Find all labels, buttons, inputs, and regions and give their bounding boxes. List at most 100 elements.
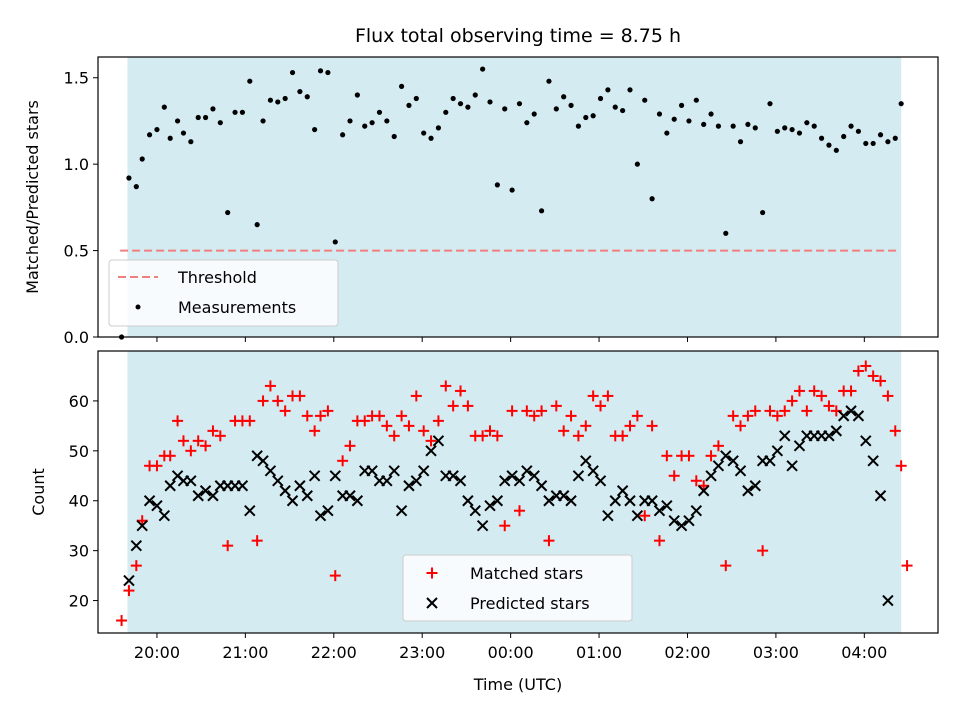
predicted-star-point xyxy=(823,430,835,442)
matched-star-point xyxy=(808,385,820,397)
bottom-axes-frame xyxy=(97,350,939,634)
predicted-star-point xyxy=(425,445,437,457)
measurement-point xyxy=(435,125,442,131)
measurement-point xyxy=(465,104,471,110)
predicted-star-point xyxy=(845,405,857,417)
predicted-star-point xyxy=(852,410,865,422)
matched-star-point xyxy=(602,390,614,402)
matched-star-point xyxy=(845,385,857,397)
measurement-point xyxy=(254,222,260,228)
measurement-point xyxy=(760,209,766,216)
matched-star-point xyxy=(661,450,673,462)
measurement-point xyxy=(818,135,825,141)
top-marks xyxy=(118,66,904,340)
predicted-star-point xyxy=(308,470,321,482)
predicted-star-point xyxy=(123,574,135,587)
measurement-point xyxy=(167,135,173,141)
matched-star-point xyxy=(192,435,204,447)
bottom-y-tick-label: 20 xyxy=(69,592,89,611)
predicted-star-point xyxy=(557,490,570,502)
predicted-star-point xyxy=(199,485,212,497)
measurement-point xyxy=(782,125,788,131)
matched-star-point xyxy=(177,435,189,447)
chart-title: Flux total observing time = 8.75 h xyxy=(355,25,681,47)
matched-star-point xyxy=(315,410,327,422)
measurement-point xyxy=(457,101,464,107)
matched-star-point xyxy=(646,420,658,432)
measurement-point xyxy=(282,95,288,102)
measurement-point xyxy=(863,140,869,147)
measurement-point xyxy=(154,126,160,133)
matched-star-point xyxy=(705,450,717,462)
bottom-marks xyxy=(116,360,913,627)
measurement-point xyxy=(531,111,537,117)
measurement-point xyxy=(494,182,500,188)
matched-star-point xyxy=(214,430,226,442)
predicted-star-point xyxy=(653,505,666,517)
predicted-star-point xyxy=(417,465,430,477)
measurement-point xyxy=(590,113,596,119)
matched-star-point xyxy=(690,475,702,487)
predicted-star-point xyxy=(264,465,277,477)
predicted-star-point xyxy=(720,450,732,462)
predicted-star-point xyxy=(874,490,887,502)
matched-star-point xyxy=(653,535,665,547)
matched-star-point xyxy=(595,400,607,412)
x-tick-label: 00:00 xyxy=(488,643,534,662)
predicted-star-point xyxy=(764,455,776,467)
predicted-star-point xyxy=(272,475,284,487)
predicted-star-point xyxy=(136,519,148,532)
measurement-point xyxy=(384,118,390,124)
measurement-point xyxy=(671,116,677,122)
matched-star-point xyxy=(901,560,913,572)
predicted-star-point xyxy=(521,465,533,477)
matched-star-point xyxy=(875,375,887,387)
predicted-star-point xyxy=(882,594,894,607)
predicted-star-point xyxy=(506,470,518,482)
matched-star-point xyxy=(294,390,306,402)
legend-matched-swatch xyxy=(426,567,438,579)
matched-star-point xyxy=(484,425,496,437)
predicted-star-point xyxy=(779,430,791,442)
predicted-star-point xyxy=(543,495,555,507)
predicted-star-point xyxy=(661,500,673,512)
matched-star-point xyxy=(359,415,371,427)
matched-star-point xyxy=(403,420,415,432)
predicted-star-point xyxy=(447,470,459,482)
predicted-star-point xyxy=(366,465,378,477)
measurement-point xyxy=(398,83,405,89)
measurement-point xyxy=(855,128,862,134)
measurement-point xyxy=(428,135,434,141)
predicted-star-point xyxy=(594,475,607,487)
predicted-star-point xyxy=(690,505,703,517)
matched-star-point xyxy=(742,410,754,422)
measurement-point xyxy=(502,106,508,112)
measurement-point xyxy=(693,97,699,103)
matched-star-point xyxy=(801,405,813,417)
predicted-star-point xyxy=(207,490,219,502)
measurement-point xyxy=(443,109,449,115)
matched-star-point xyxy=(337,455,349,467)
measurement-point xyxy=(553,106,559,112)
predicted-star-point xyxy=(395,505,408,517)
predicted-star-point xyxy=(742,485,754,497)
predicted-star-point xyxy=(454,475,467,487)
measurement-point xyxy=(804,120,810,126)
measurement-point xyxy=(620,107,626,114)
measurement-point xyxy=(133,184,139,190)
predicted-star-point xyxy=(286,495,299,507)
measurement-point xyxy=(627,87,633,93)
top-panel: 0.0 0.5 1.0 1.5 Flux total observing time =… xyxy=(23,25,939,347)
matched-star-point xyxy=(668,470,680,482)
x-tick-label: 04:00 xyxy=(841,643,887,662)
predicted-star-point xyxy=(616,485,629,497)
measurement-point xyxy=(656,111,663,117)
predicted-star-point xyxy=(236,480,249,492)
measurement-point xyxy=(678,102,685,108)
measurement-point xyxy=(826,142,832,148)
matched-star-point xyxy=(329,570,341,582)
measurement-point xyxy=(376,109,383,115)
measurement-point xyxy=(561,94,567,100)
predicted-star-point xyxy=(712,460,725,472)
matched-star-point xyxy=(536,405,548,417)
